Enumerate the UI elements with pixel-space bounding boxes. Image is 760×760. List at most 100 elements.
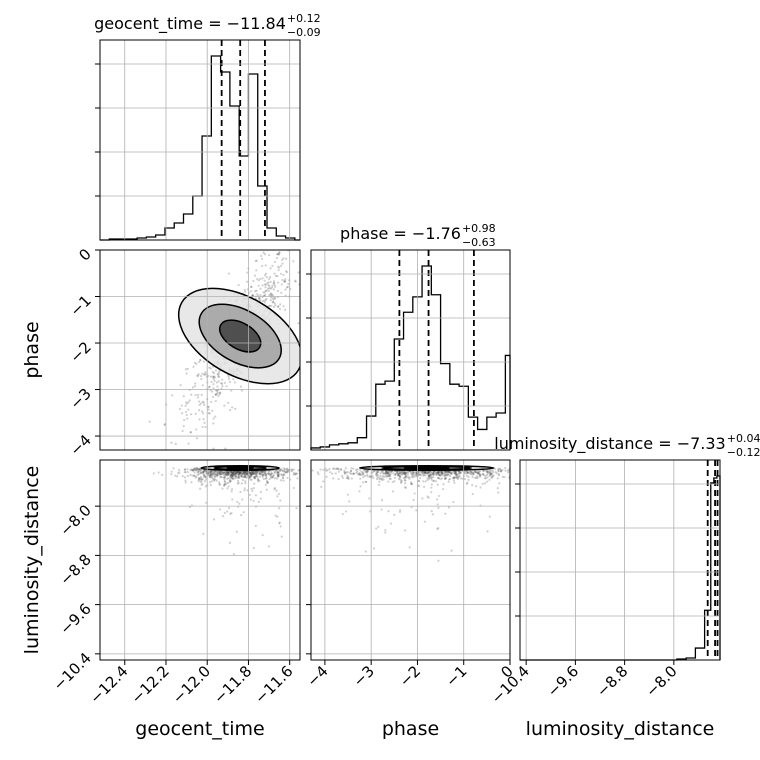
scatter-point [335, 467, 339, 470]
scatter-point [254, 259, 257, 263]
scatter-point [487, 471, 490, 474]
scatter-point [430, 476, 433, 479]
scatter-point [262, 477, 266, 481]
scatter-point [399, 475, 402, 478]
scatter-point [270, 475, 273, 479]
scatter-point [274, 304, 277, 307]
scatter-point [427, 496, 430, 499]
scatter-point [251, 470, 254, 473]
scatter-point [273, 487, 276, 490]
scatter-point [444, 474, 447, 477]
scatter-point [267, 471, 270, 475]
scatter-point [203, 373, 207, 376]
scatter-point [491, 475, 494, 478]
scatter-point [283, 468, 287, 471]
scatter-point [202, 471, 205, 474]
scatter-point [300, 249, 302, 251]
scatter-point [261, 534, 264, 537]
scatter-point [253, 472, 256, 475]
scatter-point [241, 472, 244, 475]
scatter-point [387, 471, 390, 475]
scatter-point [365, 480, 368, 484]
scatter-point [356, 470, 359, 473]
scatter-point [196, 374, 199, 378]
scatter-point [286, 469, 289, 472]
scatter-point [447, 480, 450, 484]
scatter-point [240, 472, 244, 475]
scatter-point [393, 513, 396, 516]
scatter-point [290, 468, 293, 471]
scatter-point [230, 488, 234, 491]
scatter-point [199, 475, 203, 479]
scatter-point [384, 471, 387, 474]
scatter-point [260, 254, 263, 257]
scatter-point [411, 473, 414, 476]
scatter-point [321, 214, 323, 216]
scatter-point [457, 471, 461, 474]
scatter-point [501, 468, 504, 472]
hist-frame-geocent_time [99, 39, 301, 241]
scatter-point [189, 431, 192, 434]
scatter-point [377, 470, 380, 473]
scatter-point [183, 468, 187, 471]
scatter-point [489, 472, 492, 475]
scatter-point [486, 470, 489, 473]
scatter-point [194, 468, 197, 471]
scatter-point [529, 521, 531, 523]
scatter-point [200, 377, 203, 381]
scatter-point [345, 477, 349, 480]
scatter-point [213, 475, 216, 478]
scatter-point [232, 470, 235, 473]
scatter-point [444, 471, 447, 474]
scatter-point [466, 471, 469, 474]
scatter-point [397, 474, 400, 477]
scatter-point [210, 474, 213, 477]
scatter-point [428, 471, 431, 474]
scatter-point [197, 374, 200, 377]
scatter-point [361, 472, 364, 475]
scatter-point [449, 474, 452, 478]
scatter-point [343, 471, 346, 474]
scatter-point [432, 475, 435, 479]
scatter-point [459, 471, 463, 474]
scatter-point [435, 473, 438, 476]
scatter-point [251, 472, 254, 475]
scatter-point [387, 470, 390, 474]
scatter-point [279, 499, 282, 502]
scatter-point [456, 477, 460, 480]
scatter-point [364, 480, 367, 483]
scatter-point [276, 475, 280, 478]
scatter-point [201, 478, 204, 481]
scatter-point [234, 475, 237, 478]
scatter-point [199, 487, 202, 490]
scatter-point [246, 271, 249, 274]
scatter-point [449, 472, 453, 476]
scatter-point [183, 470, 186, 474]
scatter-point [411, 474, 414, 477]
scatter-point [223, 471, 226, 474]
title-minus-geocent_time: −0.09 [287, 26, 321, 39]
scatter-point [284, 278, 287, 281]
y-tick-label-phase-3: −1 [66, 292, 94, 320]
scatter-point [204, 371, 207, 374]
scatter-point [277, 474, 280, 477]
scatter-point [331, 472, 334, 475]
scatter-point [294, 473, 298, 476]
scatter-point [276, 470, 279, 474]
scatter-point [201, 471, 204, 474]
scatter-point [198, 468, 201, 471]
scatter-point [204, 475, 207, 478]
scatter-point [375, 527, 378, 530]
scatter-point [257, 284, 260, 287]
scatter-point [377, 525, 380, 528]
scatter-point [277, 281, 280, 284]
scatter-point [368, 475, 371, 478]
scatter-point [329, 471, 332, 474]
scatter-point [387, 472, 390, 475]
scatter-point [243, 476, 246, 479]
scatter-point [224, 471, 227, 474]
scatter-point [444, 477, 447, 481]
scatter-point [295, 507, 298, 510]
y-tick-label-luminosity_distance-0: −10.4 [50, 649, 95, 694]
scatter-point [212, 473, 215, 476]
